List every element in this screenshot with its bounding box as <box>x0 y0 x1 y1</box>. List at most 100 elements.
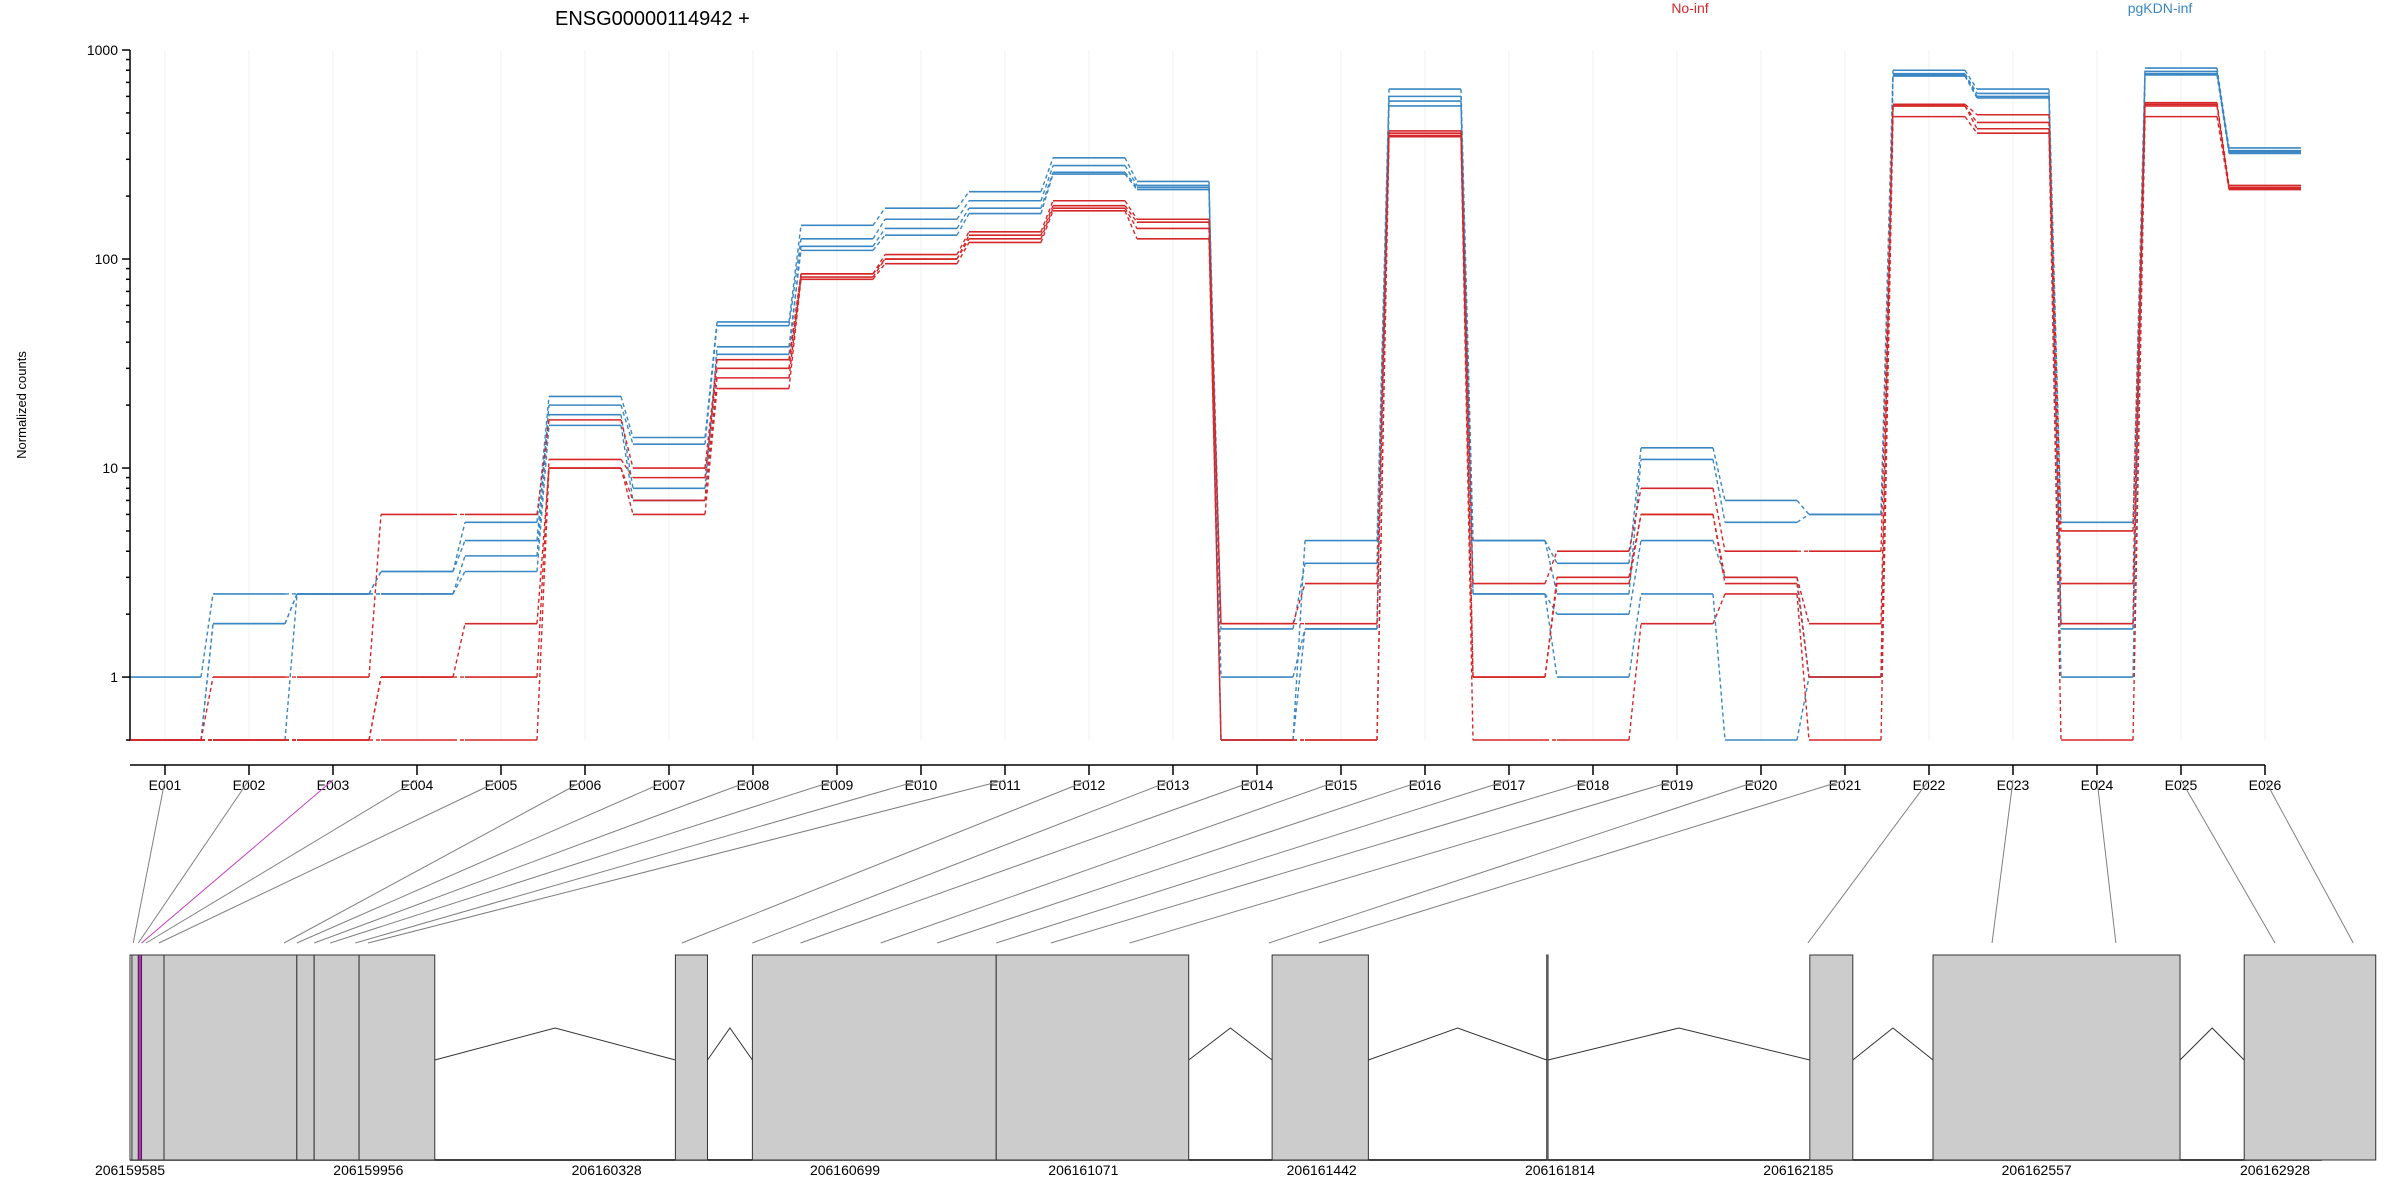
data-transition <box>872 228 886 247</box>
data-transition <box>1124 165 1138 186</box>
data-transition <box>872 258 886 275</box>
exon-connector <box>132 779 166 944</box>
data-transition <box>788 238 802 326</box>
exon-connector <box>158 779 502 944</box>
data-transition <box>1628 459 1642 594</box>
data-transition <box>536 396 550 523</box>
gene-model <box>129 954 2377 1161</box>
data-transition <box>1880 73 1894 515</box>
data-transition <box>1124 210 1138 240</box>
intron <box>707 1027 753 1061</box>
exon-block <box>1546 954 1549 1161</box>
data-transition <box>788 250 802 347</box>
exon-connector <box>2096 779 2117 944</box>
exon-connector <box>2180 779 2276 944</box>
x-tick-label: E025 <box>2165 777 2198 793</box>
data-transition <box>1292 540 1306 741</box>
series-lines <box>129 67 2301 741</box>
y-ticks: 1 10 100 1000 <box>87 42 130 741</box>
data-transition <box>1544 550 1558 584</box>
intron <box>1368 1027 1547 1061</box>
data-transition <box>1040 165 1054 201</box>
x-tick-label: E018 <box>1577 777 1610 793</box>
data-transition <box>1544 540 1558 595</box>
exon-block <box>163 954 298 1161</box>
x-tick-label: E013 <box>1157 777 1190 793</box>
data-transition <box>1208 222 1222 624</box>
legend-entry: No-inf <box>1671 0 1708 16</box>
data-transition <box>872 207 886 226</box>
data-transition <box>2048 93 2062 624</box>
exon-connector <box>283 779 586 944</box>
exon-connector <box>996 779 1510 944</box>
data-transition <box>872 258 886 278</box>
data-transition <box>1880 105 1894 624</box>
genome-tick-label: 206159585 <box>95 1162 165 1178</box>
data-transition <box>200 593 214 678</box>
exon-block <box>1271 954 1369 1161</box>
data-transition <box>620 425 634 501</box>
series-no-inf <box>129 115 2301 741</box>
exon-block <box>131 954 139 1161</box>
exon-connector <box>880 779 1342 944</box>
y-axis-label: Normalized counts <box>14 351 29 459</box>
genome-tick-label: 206161814 <box>1525 1162 1595 1178</box>
data-transition <box>956 191 970 209</box>
data-transition <box>704 388 718 515</box>
exon-block <box>1809 954 1854 1161</box>
y-tick-label: 1 <box>110 669 118 685</box>
data-transition <box>956 231 970 255</box>
data-transition <box>872 234 886 251</box>
data-transition <box>1796 577 1810 624</box>
exon-block <box>313 954 360 1161</box>
data-transition <box>956 234 970 260</box>
data-transition <box>536 419 550 515</box>
exon-connector <box>330 779 838 944</box>
x-tick-label: E022 <box>1913 777 1946 793</box>
data-transition <box>1376 136 1390 741</box>
intron <box>434 1027 676 1061</box>
data-transition <box>620 467 634 515</box>
intron <box>1188 1027 1273 1061</box>
data-transition <box>620 419 634 469</box>
exon-connector <box>1050 779 1594 944</box>
data-transition <box>956 200 970 220</box>
exon-block <box>995 954 1190 1161</box>
exon-block <box>751 954 997 1161</box>
x-tick-label: E019 <box>1661 777 1694 793</box>
data-transition <box>2216 74 2230 154</box>
data-transition <box>452 540 466 572</box>
data-transition <box>536 467 550 624</box>
data-transition <box>1460 136 1474 741</box>
genome-tick-label: 206161071 <box>1048 1162 1118 1178</box>
exon-connector <box>752 779 1174 944</box>
x-ticks: E001 E002 E003 E004 E005 E006 E007 E008 E009 E010… <box>149 765 2282 793</box>
x-tick-label: E008 <box>737 777 770 793</box>
data-transition <box>1628 514 1642 584</box>
x-tick-label: E020 <box>1745 777 1778 793</box>
data-transition <box>2048 128 2062 584</box>
x-tick-label: E003 <box>317 777 350 793</box>
data-transition <box>1460 135 1474 678</box>
genome-tick-label: 206162928 <box>2240 1162 2310 1178</box>
exon-connector <box>1807 779 1930 944</box>
data-transition <box>536 414 550 556</box>
data-transition <box>2216 116 2230 190</box>
x-tick-label: E007 <box>653 777 686 793</box>
data-transition <box>536 405 550 541</box>
data-transition <box>788 225 802 323</box>
exon-connector <box>681 779 1090 944</box>
data-transition <box>704 325 718 445</box>
x-tick-label: E009 <box>821 777 854 793</box>
data-transition <box>1124 171 1138 188</box>
y-tick-label: 100 <box>95 251 119 267</box>
exon-connector <box>137 779 250 944</box>
data-transition <box>2048 133 2062 741</box>
data-transition <box>956 207 970 229</box>
exon-connector <box>2264 779 2354 944</box>
data-transition <box>1124 200 1138 220</box>
x-tick-label: E011 <box>989 777 1021 793</box>
y-tick-label: 1000 <box>87 42 118 58</box>
genome-tick-label: 206160328 <box>572 1162 642 1178</box>
